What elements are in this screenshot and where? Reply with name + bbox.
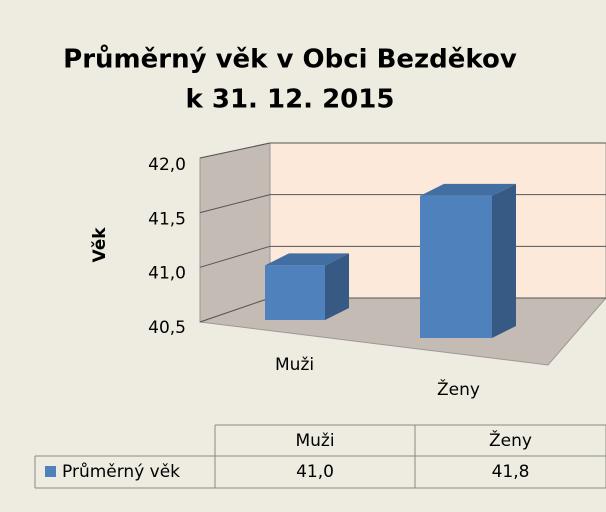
table-value: 41,0: [296, 462, 334, 482]
side-wall: [199, 142, 271, 323]
y-axis-label: Věk: [90, 227, 110, 263]
x-tick-label: Ženy: [437, 378, 480, 400]
y-tick-label: 41,5: [148, 209, 186, 229]
table-value: 41,8: [492, 462, 530, 482]
floor: [199, 297, 606, 366]
bar-side: [492, 183, 516, 338]
table-header: Muži: [295, 431, 334, 451]
grid-line: [199, 194, 271, 214]
legend-label: Průměrný věk: [62, 462, 180, 482]
bar-top: [420, 183, 516, 196]
chart-title: k 31. 12. 2015: [186, 85, 395, 115]
grid-line: [199, 297, 271, 323]
table-header: Ženy: [489, 429, 532, 451]
y-tick-label: 40,5: [148, 318, 186, 338]
grid-line: [199, 142, 271, 159]
y-tick-label: 41,0: [148, 264, 186, 284]
legend-swatch: [45, 466, 56, 477]
x-tick-label: Muži: [275, 355, 314, 375]
chart-title: Průměrný věk v Obci Bezděkov: [63, 44, 517, 75]
bar-side: [325, 253, 349, 320]
grid-line: [199, 245, 271, 268]
bar-top: [265, 253, 349, 266]
bar: [265, 265, 325, 320]
bar: [420, 195, 492, 338]
y-tick-label: 42,0: [148, 155, 186, 175]
